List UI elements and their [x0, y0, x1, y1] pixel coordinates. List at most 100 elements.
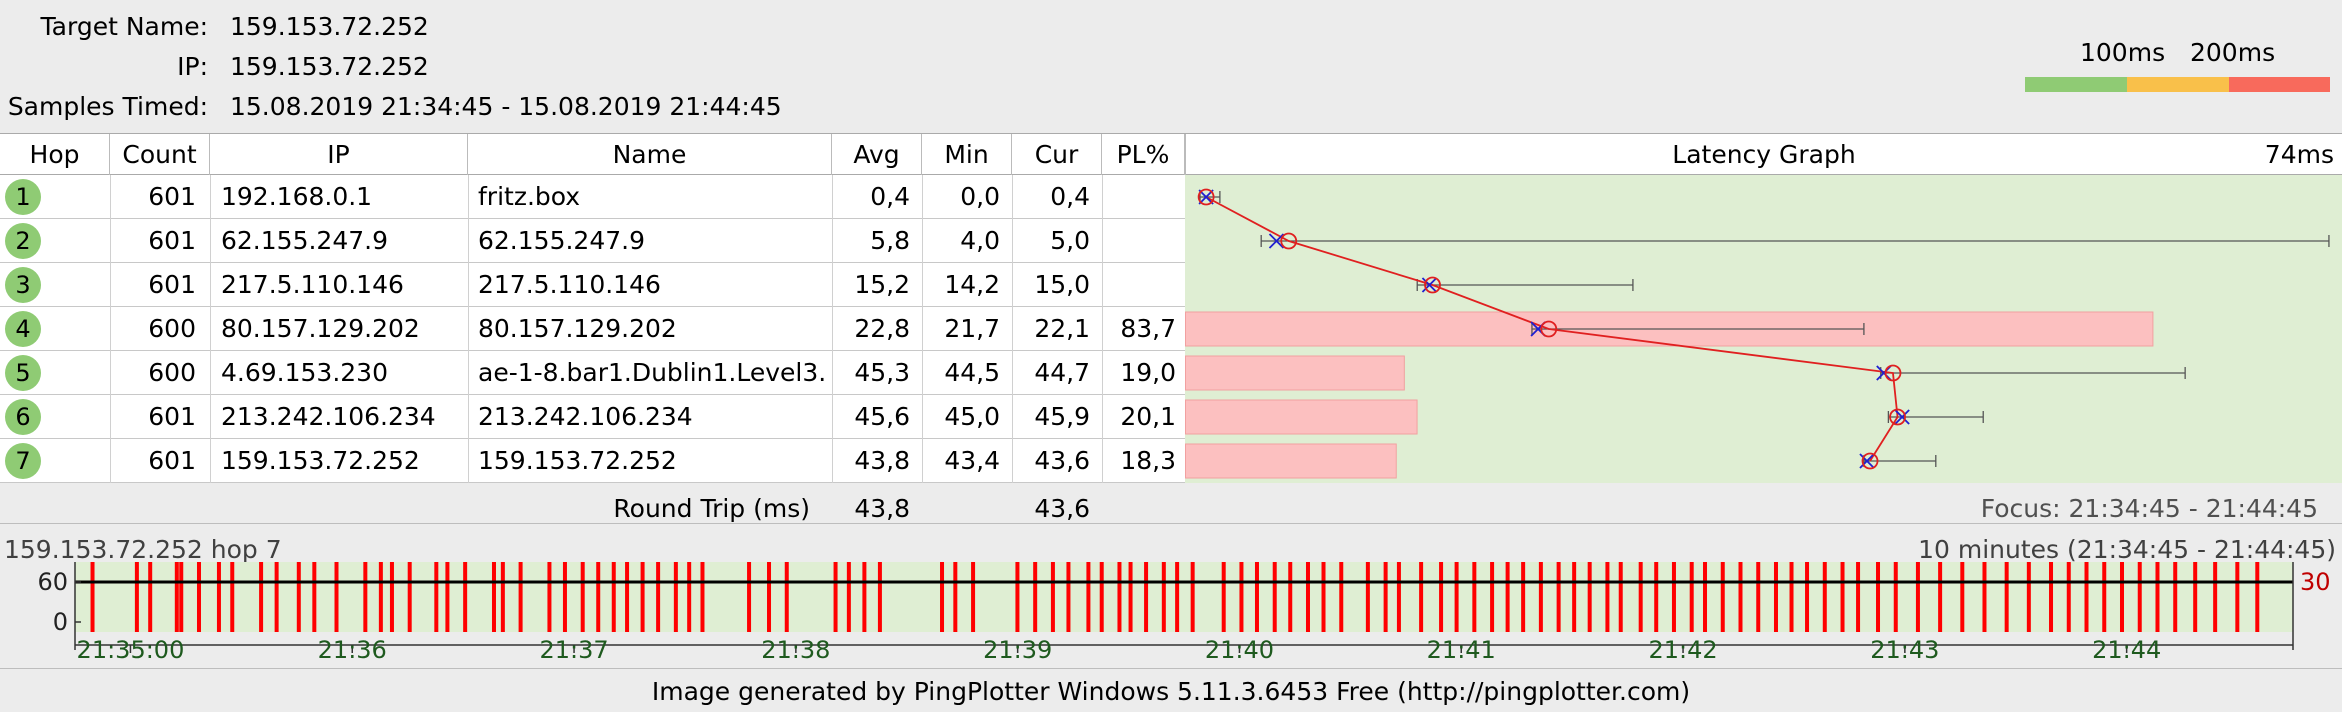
packet-loss-marker	[312, 562, 317, 632]
packet-loss-marker	[500, 562, 505, 632]
legend-100ms-label: 100ms	[2080, 38, 2166, 67]
min-cell: 0,0	[960, 182, 1000, 211]
packet-loss-marker	[1128, 562, 1133, 632]
samples-timed-label: Samples Timed:	[7, 92, 208, 121]
packet-loss-marker	[833, 562, 838, 632]
table-row[interactable]: 1 601 192.168.0.1 fritz.box 0,4 0,0 0,4	[0, 175, 1185, 219]
hop-rows: 1 601 192.168.0.1 fritz.box 0,4 0,0 0,4 …	[0, 175, 1185, 483]
packet-loss-marker	[2102, 562, 2107, 632]
packet-loss-marker	[216, 562, 221, 632]
cur-marker	[1198, 189, 1214, 205]
hop-indicator: 4	[5, 311, 41, 347]
table-row[interactable]: 6 601 213.242.106.234 213.242.106.234 45…	[0, 395, 1185, 439]
packet-loss-marker	[1605, 562, 1610, 632]
packet-loss-marker	[2255, 562, 2260, 632]
count-cell: 600	[148, 314, 196, 343]
packet-loss-marker	[1321, 562, 1326, 632]
packet-loss-marker	[1439, 562, 1444, 632]
packet-loss-bar	[1185, 399, 1418, 435]
pl-cell: 83,7	[1120, 314, 1176, 343]
samples-timed-value: 15.08.2019 21:34:45 - 15.08.2019 21:44:4…	[230, 92, 782, 121]
col-header-hop[interactable]: Hop	[0, 134, 110, 176]
packet-loss-marker	[148, 562, 153, 632]
name-cell: 80.157.129.202	[478, 314, 677, 343]
packet-loss-marker	[1572, 562, 1577, 632]
count-cell: 601	[148, 270, 196, 299]
cur-marker	[1894, 409, 1910, 425]
packet-loss-marker	[1521, 562, 1526, 632]
cur-marker	[1268, 233, 1285, 249]
avg-marker	[1280, 232, 1298, 250]
packet-loss-marker	[846, 562, 851, 632]
packet-loss-marker	[1272, 562, 1277, 632]
packet-loss-marker	[1822, 562, 1827, 632]
packet-loss-marker	[1419, 562, 1424, 632]
packet-loss-marker	[1472, 562, 1477, 632]
latency-graph	[1185, 175, 2342, 483]
table-row[interactable]: 5 600 4.69.153.230 ae-1-8.bar1.Dublin1.L…	[0, 351, 1185, 395]
col-header-ip[interactable]: IP	[210, 134, 468, 176]
min-cell: 44,5	[944, 358, 1000, 387]
x-tick-label: 21:41	[1427, 636, 1496, 664]
packet-loss-marker	[2155, 562, 2160, 632]
col-header-min[interactable]: Min	[922, 134, 1012, 176]
ip-value: 159.153.72.252	[230, 52, 429, 81]
col-header-latency-graph[interactable]: Latency Graph	[1185, 134, 2342, 176]
packet-loss-marker	[971, 562, 976, 632]
count-cell: 600	[148, 358, 196, 387]
name-cell: 217.5.110.146	[478, 270, 661, 299]
x-tick-label: 21:39	[983, 636, 1052, 664]
col-header-name[interactable]: Name	[468, 134, 832, 176]
table-row[interactable]: 4 600 80.157.129.202 80.157.129.202 22,8…	[0, 307, 1185, 351]
packet-loss-marker	[259, 562, 264, 632]
ip-cell: 192.168.0.1	[221, 182, 373, 211]
packet-loss-marker	[1454, 562, 1459, 632]
name-cell: 159.153.72.252	[478, 446, 677, 475]
packet-loss-marker	[2026, 562, 2031, 632]
x-tick-label: 21:40	[1205, 636, 1274, 664]
packet-loss-marker	[1789, 562, 1794, 632]
min-cell: 21,7	[944, 314, 1000, 343]
cur-marker	[1421, 277, 1438, 293]
packet-loss-marker	[1671, 562, 1676, 632]
pl-cell: 18,3	[1120, 446, 1176, 475]
packet-loss-marker	[2066, 562, 2071, 632]
packet-loss-marker	[1938, 562, 1943, 632]
graph-scale-label: 74ms	[2264, 140, 2334, 169]
packet-loss-marker	[2235, 562, 2240, 632]
col-header-avg[interactable]: Avg	[832, 134, 922, 176]
col-header-cur[interactable]: Cur	[1012, 134, 1102, 176]
ip-cell: 159.153.72.252	[221, 446, 420, 475]
hop-indicator: 7	[5, 443, 41, 479]
target-info-labels: Target Name: IP: Samples Timed:	[0, 12, 208, 127]
packet-loss-marker	[1960, 562, 1965, 632]
packet-loss-marker	[1015, 562, 1020, 632]
table-row[interactable]: 3 601 217.5.110.146 217.5.110.146 15,2 1…	[0, 263, 1185, 307]
packet-loss-marker	[1893, 562, 1898, 632]
hop-indicator: 3	[5, 267, 41, 303]
col-header-count[interactable]: Count	[110, 134, 210, 176]
packet-loss-marker	[940, 562, 945, 632]
packet-loss-marker	[640, 562, 645, 632]
packet-loss-marker	[491, 562, 496, 632]
packet-loss-marker	[1144, 562, 1149, 632]
packet-loss-marker	[2084, 562, 2089, 632]
packet-loss-marker	[1618, 562, 1623, 632]
avg-marker	[1540, 320, 1558, 338]
packet-loss-marker	[2004, 562, 2009, 632]
packet-loss-marker	[2049, 562, 2054, 632]
avg-marker	[1884, 364, 1902, 382]
pl-cell	[1102, 263, 1176, 306]
min-cell: 4,0	[960, 226, 1000, 255]
packet-loss-marker	[463, 562, 468, 632]
pl-cell	[1102, 175, 1176, 218]
col-header-pl[interactable]: PL%	[1102, 134, 1185, 176]
x-tick-label: 21:43	[1870, 636, 1939, 664]
packet-loss-marker	[562, 562, 567, 632]
packet-loss-marker	[1856, 562, 1861, 632]
table-row[interactable]: 7 601 159.153.72.252 159.153.72.252 43,8…	[0, 439, 1185, 483]
table-row[interactable]: 2 601 62.155.247.9 62.155.247.9 5,8 4,0 …	[0, 219, 1185, 263]
timeline-title: 159.153.72.252 hop 7	[4, 535, 282, 564]
ip-cell: 62.155.247.9	[221, 226, 388, 255]
name-cell: fritz.box	[478, 182, 581, 211]
